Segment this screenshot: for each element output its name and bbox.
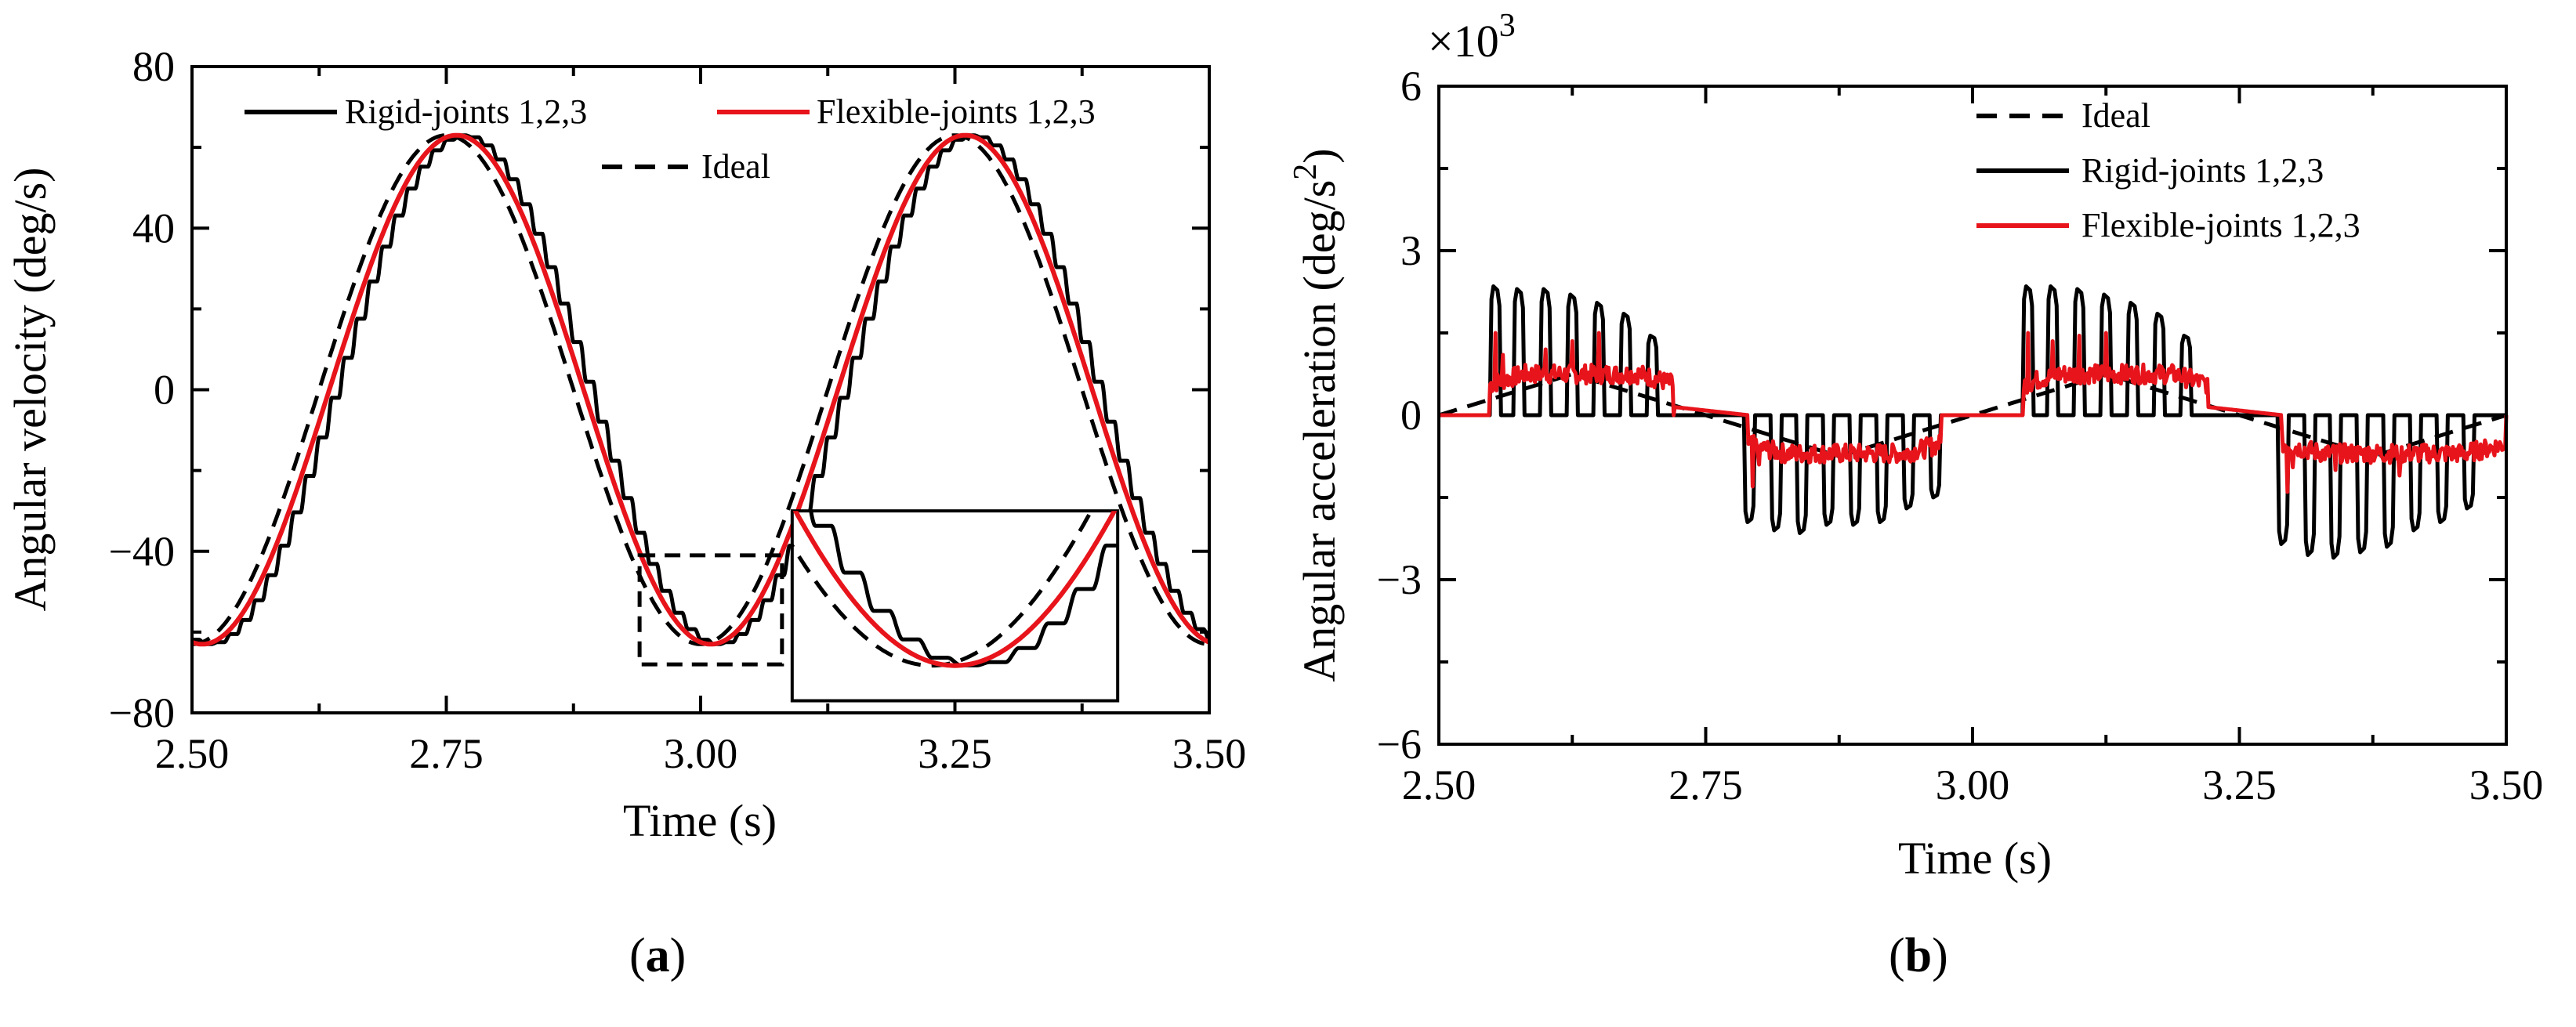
panel-b-y-tick-label: −3: [1377, 556, 1422, 603]
panel-b-scale-label: ×103: [1428, 8, 1516, 67]
panel-b-acceleration-chart: 2.50 2.75 3.00 3.25 3.50 −6 −3 0 3 6 ×103 Ideal R…: [1288, 8, 2543, 982]
panel-a-x-tick-label: 2.50: [155, 730, 230, 777]
panel-a-legend: Rigid-joints 1,2,3 Flexible-joints 1,2,3…: [245, 92, 1096, 186]
panel-b-y-tick-label: −6: [1377, 721, 1422, 768]
panel-b-x-axis-label: Time (s): [1898, 833, 2052, 884]
panel-b-plot-frame: [1437, 85, 2508, 746]
panel-b-x-tick-label: 3.25: [2202, 761, 2277, 808]
panel-a-y-tick-label: 0: [154, 367, 175, 414]
panel-a-series: [190, 132, 1211, 667]
panel-b-x-tick-label: 3.00: [1936, 761, 2010, 808]
panel-a-subfigure-label: (a): [629, 929, 686, 982]
panel-b-y-tick-label: 6: [1400, 63, 1422, 110]
panel-b-subfigure-label: (b): [1889, 929, 1948, 982]
legend-ideal-label: Ideal: [2081, 96, 2150, 135]
panel-a-x-tick-label: 3.50: [1172, 730, 1247, 777]
panel-b-y-tick-label: 0: [1400, 392, 1422, 439]
panel-b-tick-labels: 2.50 2.75 3.00 3.25 3.50 −6 −3 0 3 6: [1377, 63, 2544, 808]
series-rigid-joints: [1439, 284, 2506, 560]
panel-b-y-tick-label: 3: [1400, 227, 1422, 274]
legend-flexible-label: Flexible-joints 1,2,3: [2081, 206, 2360, 244]
panel-a-y-tick-label: 40: [132, 204, 175, 251]
panel-a-tick-labels: 2.50 2.75 3.00 3.25 3.50 −80 −40 0 40 80: [109, 43, 1247, 777]
panel-a-x-tick-label: 3.00: [664, 730, 738, 777]
panel-b-x-tick-label: 3.50: [2469, 761, 2544, 808]
panel-b-y-axis-label: Angular acceleration (deg/s2): [1288, 148, 1345, 682]
series-flexible-joints: [190, 132, 1211, 647]
legend-rigid-label: Rigid-joints 1,2,3: [345, 92, 587, 131]
inset-rigid-joints: [809, 511, 1118, 667]
panel-a-x-axis-label: Time (s): [623, 795, 777, 846]
series-ideal: [1438, 371, 2507, 459]
panel-a-plot-frame: [190, 65, 1211, 714]
panel-b-x-tick-label: 2.75: [1668, 761, 1743, 808]
panel-b-series: [1437, 284, 2509, 560]
inset-frame: [790, 509, 1120, 703]
inset-flexible-joints: [792, 511, 1118, 668]
panel-a-y-tick-label: −40: [109, 528, 175, 575]
panel-b-x-tick-label: 2.50: [1402, 761, 1476, 808]
panel-a-y-axis-label: Angular velocity (deg/s): [5, 168, 56, 612]
panel-b-legend: Ideal Rigid-joints 1,2,3 Flexible-joints…: [1976, 96, 2360, 244]
legend-ideal-label: Ideal: [701, 147, 770, 186]
panel-a-x-tick-label: 2.75: [409, 730, 484, 777]
series-flexible-joints: [1437, 331, 2509, 494]
legend-flexible-label: Flexible-joints 1,2,3: [817, 92, 1096, 131]
panel-a-y-tick-label: −80: [109, 689, 175, 736]
legend-rigid-label: Rigid-joints 1,2,3: [2081, 151, 2324, 190]
panel-a-x-tick-label: 3.25: [918, 730, 992, 777]
panel-a-y-tick-label: 80: [132, 43, 175, 90]
inset-series: [792, 511, 1118, 668]
panel-a-inset: [790, 509, 1120, 703]
panel-a-velocity-chart: 2.50 2.75 3.00 3.25 3.50 −80 −40 0 40 80 Rigid-jo…: [5, 43, 1246, 982]
